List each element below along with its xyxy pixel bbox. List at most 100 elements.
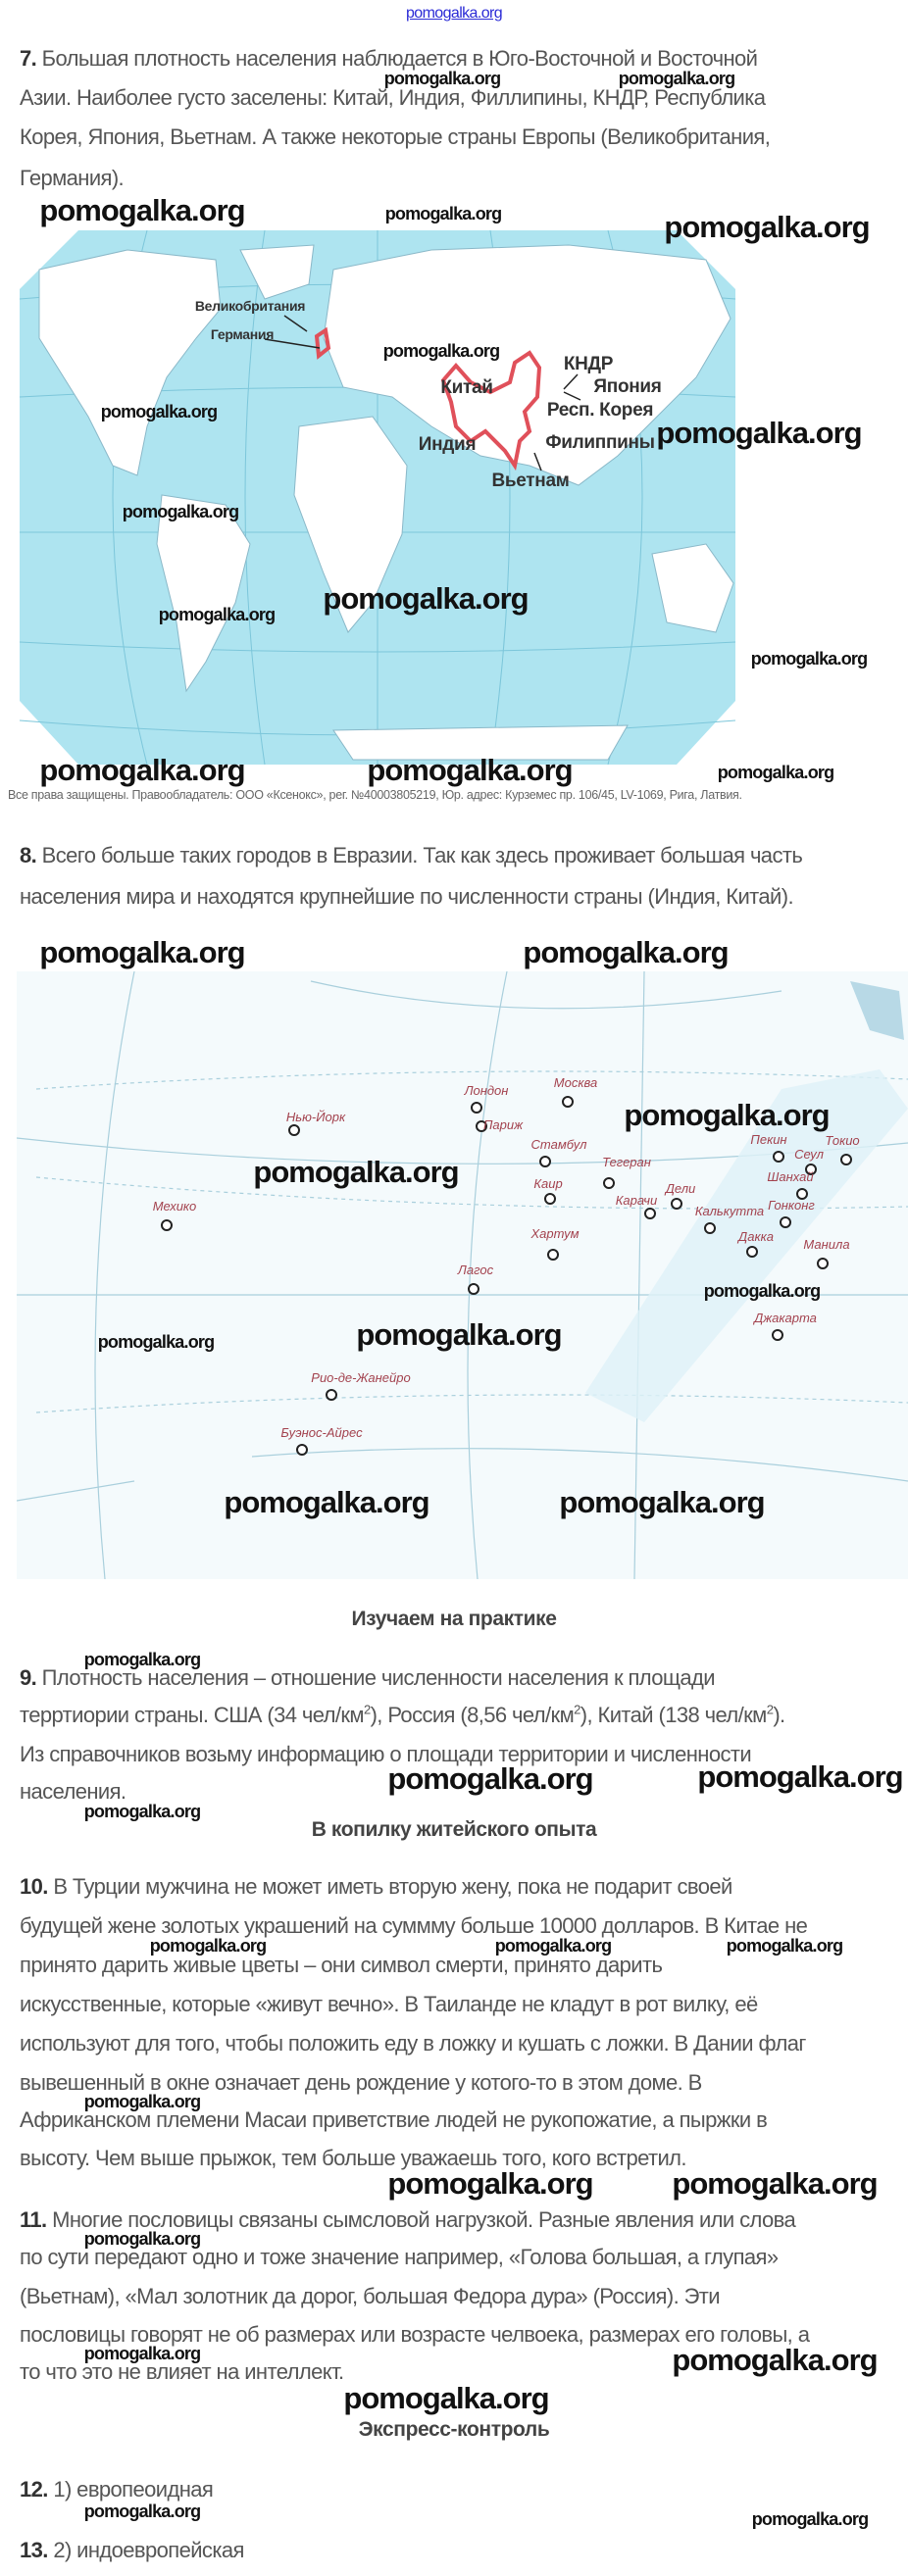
city-marker — [539, 1156, 551, 1167]
watermark: pomogalka.org — [664, 210, 870, 244]
watermark: pomogalka.org — [383, 69, 501, 88]
city-label: Москва — [553, 1075, 598, 1090]
answer-9-text: Из справочников возьму информацию о площ… — [20, 1742, 752, 1766]
answer-7-text: Азии. Наиболее густо заселены: Китай, Ин… — [20, 85, 766, 110]
city-label: Лондон — [464, 1083, 509, 1098]
answer-7-text: Корея, Япония, Вьетнам. А также некоторы… — [20, 124, 771, 149]
map-label-country: Германия — [210, 326, 275, 342]
world-map-population-density — [20, 230, 735, 765]
city-marker — [805, 1164, 817, 1175]
answer-10-text: будущей жене золотых украшений на сумммy… — [20, 1913, 808, 1938]
city-marker — [644, 1208, 656, 1219]
pointer-lines — [264, 315, 581, 471]
answer-11-line: то что это не влияет на интеллект. — [20, 2361, 344, 2383]
city-label: Тегеран — [602, 1155, 651, 1169]
watermark: pomogalka.org — [356, 1317, 562, 1352]
watermark: pomogalka.org — [672, 2166, 878, 2201]
city-marker — [772, 1329, 783, 1341]
map-label-country: Япония — [593, 376, 662, 397]
watermark: pomogalka.org — [97, 1332, 215, 1352]
watermark: pomogalka.org — [387, 1761, 593, 1796]
city-marker — [476, 1120, 487, 1132]
city-label: Буэнос-Айрес — [280, 1425, 363, 1440]
answer-10-text: используют для того, чтобы положить еду … — [20, 2031, 806, 2056]
city-marker — [161, 1219, 173, 1231]
answer-7-line: Азии. Наиболее густо заселены: Китай, Ин… — [20, 85, 766, 110]
map-label-country: Великобритания — [194, 298, 306, 314]
watermark: pomogalka.org — [224, 1485, 429, 1519]
answer-12-text: 1) европеоидная — [53, 2477, 214, 2502]
map2-graticule — [17, 971, 908, 1579]
answer-7-line: Корея, Япония, Вьетнам. А также некоторы… — [20, 124, 771, 149]
answer-10-text: вывешенный в окне означает день рождение… — [20, 2070, 702, 2095]
watermark: pomogalka.org — [343, 2381, 549, 2415]
answer-10-line: 10. В Турции мужчина не может иметь втор… — [20, 1876, 732, 1898]
answer-10-line: Африканском племени Масаи приветствие лю… — [20, 2109, 768, 2131]
watermark: pomogalka.org — [618, 69, 735, 88]
city-marker — [468, 1283, 479, 1295]
continents — [38, 244, 734, 761]
city-label: Хартум — [530, 1226, 580, 1241]
answer-9-line: 9. Плотность населения – отношение числе… — [20, 1665, 716, 1690]
watermark: pomogalka.org — [122, 502, 239, 521]
answer-9-line: Из справочников возьму информацию о площ… — [20, 1742, 752, 1766]
city-label: Рио-де-Жанейро — [311, 1370, 411, 1385]
answer-11-line: пословицы говорят не об размерах или воз… — [20, 2322, 810, 2347]
answer-10-text: В Турции мужчина не может иметь вторую ж… — [53, 1874, 732, 1899]
city-label: Карачи — [615, 1193, 658, 1208]
watermark: pomogalka.org — [656, 416, 862, 450]
watermark: pomogalka.org — [387, 2166, 593, 2201]
watermark: pomogalka.org — [323, 581, 529, 616]
city-marker — [817, 1258, 829, 1269]
heading-practice: Изучаем на практике — [351, 1608, 557, 1630]
watermark: pomogalka.org — [83, 1802, 201, 1821]
watermark: pomogalka.org — [382, 341, 500, 361]
watermark: pomogalka.org — [559, 1485, 765, 1519]
watermark: pomogalka.org — [39, 753, 245, 787]
map-label-country: Индия — [418, 434, 477, 455]
answer-10-text: принято дарить живые цветы – они символ … — [20, 1953, 663, 1977]
answer-10-line: высоту. Чем выше прыжок, тем больше уваж… — [20, 2146, 687, 2170]
heading-experience: В копилку житейского опыта — [311, 1818, 597, 1841]
city-marker — [288, 1124, 300, 1136]
city-label: Токио — [825, 1133, 860, 1148]
answer-10-line: используют для того, чтобы положить еду … — [20, 2033, 806, 2055]
city-marker — [296, 1444, 308, 1456]
city-label: Дели — [665, 1181, 696, 1196]
watermark: pomogalka.org — [750, 649, 868, 669]
answer-10-line: принято дарить живые цветы – они символ … — [20, 1953, 663, 1977]
answer-11-text: пословицы говорят не об размерах или воз… — [20, 2322, 810, 2347]
answer-10-text: искусственные, которые «живут вечно». В … — [20, 1992, 758, 2016]
world-cities-map — [17, 971, 908, 1579]
city-marker — [773, 1151, 784, 1163]
answer-11-text: Многие пословицы связаны сымсловой нагру… — [52, 2207, 796, 2232]
answer-7-text: Большая плотность населения наблюдается … — [41, 46, 758, 71]
watermark: pomogalka.org — [672, 2343, 878, 2377]
answer-9-text: ), Россия (8,56 чел/км — [370, 1703, 575, 1727]
answer-8-text: Всего больше таких городов в Евразии. Та… — [41, 843, 803, 867]
answer-9-line: терртиории страны. США (34 чел/км2), Рос… — [20, 1702, 785, 1727]
answer-9-text: Плотность населения – отношение численно… — [41, 1665, 716, 1690]
answer-10-text: высоту. Чем выше прыжок, тем больше уваж… — [20, 2146, 687, 2170]
city-label: Джакарта — [754, 1311, 817, 1325]
highlight-borders — [314, 326, 542, 471]
city-marker — [796, 1188, 808, 1200]
answer-8-line: населения мира и находятся крупнейшие по… — [20, 886, 794, 908]
superscript: 2 — [574, 1702, 580, 1717]
answer-13-text: 2) индоевропейская — [53, 2538, 244, 2562]
city-label: Шанхай — [767, 1169, 814, 1184]
site-link[interactable]: pomogalka.org — [405, 5, 503, 22]
city-marker — [547, 1249, 559, 1261]
watermark: pomogalka.org — [494, 1936, 612, 1956]
watermark: pomogalka.org — [384, 204, 502, 223]
map-copyright: Все права защищены. Правообладатель: ООО… — [8, 788, 742, 802]
city-label: Сеул — [794, 1147, 824, 1162]
city-label: Калькутта — [694, 1204, 765, 1218]
city-marker — [780, 1216, 791, 1228]
answer-11-line: 11. Многие пословицы связаны сымсловой н… — [20, 2207, 796, 2232]
city-label: Лагос — [457, 1263, 494, 1277]
city-marker — [603, 1177, 615, 1189]
watermark: pomogalka.org — [703, 1281, 821, 1301]
map-label-country: КНДР — [563, 354, 614, 374]
city-marker — [671, 1198, 682, 1210]
